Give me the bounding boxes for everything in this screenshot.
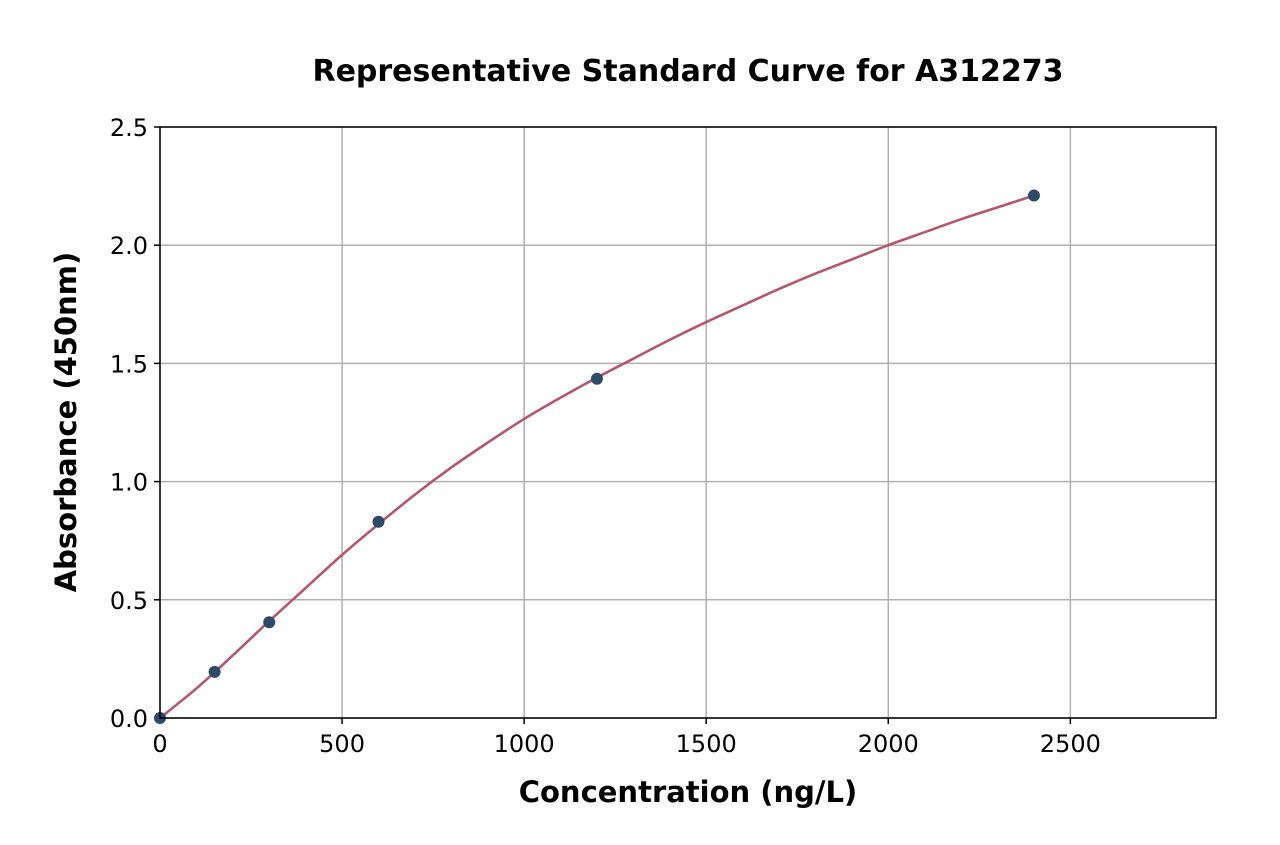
data-point [263, 616, 276, 629]
data-points-layer [154, 189, 1040, 724]
x-tick-label: 1000 [494, 730, 555, 758]
data-point [1027, 189, 1040, 202]
y-tick-label: 2.5 [110, 114, 148, 142]
x-tick-label: 0 [152, 730, 167, 758]
y-tick-label: 0.5 [110, 587, 148, 615]
data-point [372, 515, 385, 528]
x-tick-label: 1500 [676, 730, 737, 758]
x-tick-label: 500 [319, 730, 365, 758]
chart-title: Representative Standard Curve for A31227… [312, 54, 1063, 89]
x-axis-label: Concentration (ng/L) [519, 775, 858, 809]
plot-frame [159, 126, 1217, 719]
data-point [208, 665, 221, 678]
grid [159, 126, 1216, 719]
y-tick-label: 0.0 [110, 705, 148, 733]
fit-curve-line [159, 194, 1035, 720]
y-tick-label: 2.0 [110, 232, 148, 260]
y-axis-label: Absorbance (450nm) [49, 252, 83, 593]
fit-curve-layer [159, 194, 1035, 720]
axis-ticks: 0 500 1000 1500 2000 2500 0.0 0.5 1.0 1.5 2.0 2.5 [110, 114, 1101, 758]
y-tick-label: 1.0 [110, 469, 148, 497]
data-point [590, 372, 603, 385]
x-tick-label: 2500 [1040, 730, 1101, 758]
y-tick-label: 1.5 [110, 350, 148, 378]
x-tick-label: 2000 [858, 730, 919, 758]
